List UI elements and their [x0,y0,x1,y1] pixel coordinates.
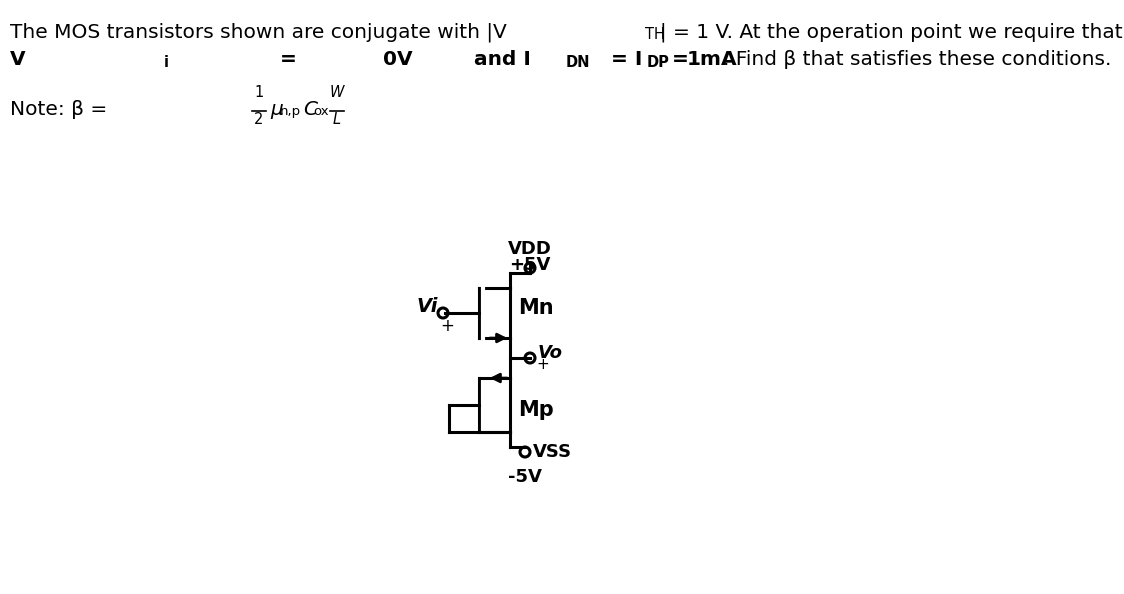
Text: and I: and I [466,50,531,69]
Text: =: = [272,50,303,69]
Text: C: C [302,100,317,119]
Text: Note: β =: Note: β = [10,100,114,119]
Text: VDD: VDD [508,240,552,258]
Text: 1mA: 1mA [687,50,737,69]
Text: | = 1 V. At the operation point we require that: | = 1 V. At the operation point we requi… [660,22,1123,42]
Text: =: = [664,50,696,69]
Text: V: V [10,50,26,69]
Text: . Find β that satisfies these conditions.: . Find β that satisfies these conditions… [723,50,1112,69]
Text: Vo: Vo [538,344,563,362]
Text: Vi: Vi [417,297,438,316]
Text: i: i [164,55,169,70]
Text: 1: 1 [254,85,263,100]
Text: = I: = I [604,50,642,69]
Text: DP: DP [646,55,670,70]
Text: L: L [333,112,341,127]
Text: Mp: Mp [518,400,554,420]
Text: n,p: n,p [280,105,301,118]
Text: TH: TH [645,27,665,42]
Text: 2: 2 [254,112,263,127]
Text: Mn: Mn [518,298,554,318]
Text: 0V: 0V [382,50,413,69]
Text: +5V: +5V [509,256,551,274]
Text: DN: DN [566,55,590,70]
Text: The MOS transistors shown are conjugate with |V: The MOS transistors shown are conjugate … [10,22,507,42]
Text: ox: ox [312,105,328,118]
Text: +: + [536,357,549,372]
Text: VSS: VSS [533,443,572,461]
Text: +: + [439,317,454,335]
Text: -5V: -5V [508,468,542,486]
Text: W: W [329,85,344,100]
Text: μ: μ [270,100,282,119]
